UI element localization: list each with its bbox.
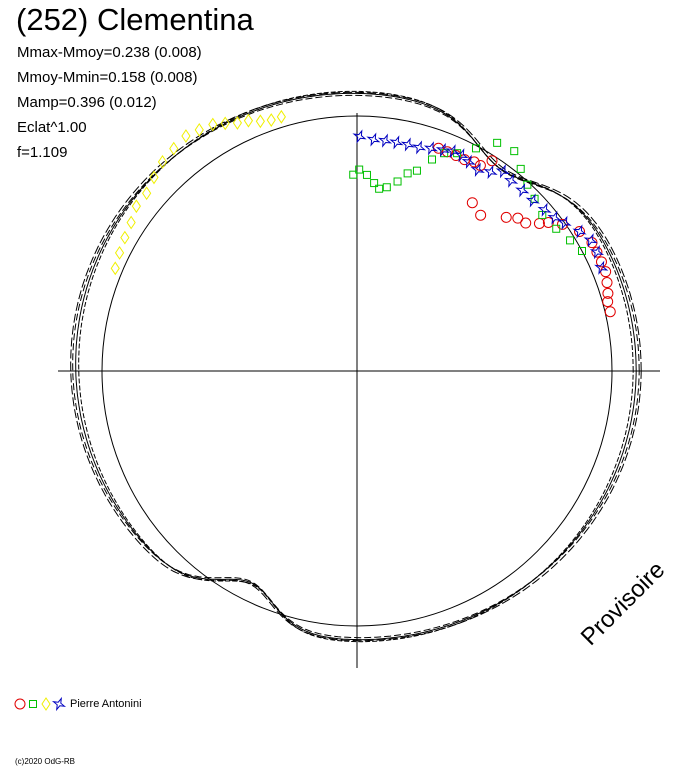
- data-point-diamond: [110, 261, 120, 276]
- legend-symbol-star: [51, 696, 67, 712]
- data-point-square: [510, 147, 519, 156]
- data-point-diamond: [126, 215, 136, 230]
- reference-circle: [101, 115, 613, 627]
- data-point-star: [400, 137, 415, 152]
- stat-mamp: Mamp=0.396 (0.012): [17, 94, 157, 111]
- data-point-square: [355, 165, 364, 174]
- data-point-square: [412, 166, 421, 175]
- data-point-square: [382, 183, 391, 192]
- data-point-square: [552, 224, 561, 233]
- legend-symbol-square: [29, 700, 37, 708]
- legend-symbols: [14, 696, 67, 712]
- data-point-diamond: [232, 116, 243, 130]
- stat-mmoy-mmin: Mmoy-Mmin=0.158 (0.008): [17, 69, 198, 86]
- legend-symbol-circle: [14, 698, 26, 710]
- fit-curve-4: [70, 91, 642, 642]
- data-point-diamond: [120, 230, 130, 245]
- data-point-circle: [533, 217, 545, 229]
- data-point-star: [352, 129, 367, 144]
- data-point-circle: [601, 277, 613, 289]
- data-point-diamond: [255, 114, 265, 129]
- data-point-star: [589, 245, 605, 260]
- data-point-star: [483, 164, 498, 180]
- data-point-circle: [556, 218, 568, 230]
- stat-eclat: Eclat^1.00: [17, 119, 87, 136]
- data-point-square: [493, 138, 502, 147]
- data-point-square: [471, 144, 480, 153]
- stat-mmax-mmoy: Mmax-Mmoy=0.238 (0.008): [17, 44, 202, 61]
- data-point-star: [525, 193, 540, 208]
- data-point-square: [393, 177, 402, 186]
- data-point-circle: [520, 217, 532, 229]
- data-point-star: [423, 141, 439, 156]
- data-point-square: [577, 246, 586, 255]
- data-point-circle: [600, 266, 612, 278]
- data-point-circle: [602, 296, 614, 308]
- fit-curve-3: [78, 90, 634, 643]
- data-point-star: [537, 202, 552, 217]
- data-point-square: [349, 170, 358, 179]
- data-point-circle: [595, 256, 607, 268]
- data-point-diamond: [220, 116, 230, 131]
- data-point-circle: [475, 209, 487, 221]
- data-point-circle: [500, 211, 512, 223]
- data-point-square: [516, 164, 525, 173]
- data-point-diamond: [243, 113, 254, 128]
- fit-curve-2: [72, 94, 640, 639]
- data-point-circle: [591, 246, 603, 258]
- data-point-star: [461, 154, 476, 169]
- data-point-circle: [512, 212, 524, 224]
- data-point-square: [523, 180, 532, 189]
- data-point-square: [566, 236, 575, 245]
- data-point-square: [375, 184, 384, 193]
- data-point-circle: [474, 160, 486, 172]
- data-point-square: [362, 170, 371, 179]
- data-point-diamond: [142, 186, 152, 201]
- data-point-square: [370, 179, 379, 188]
- data-point-circle: [574, 225, 586, 237]
- data-point-diamond: [181, 129, 191, 143]
- data-point-star: [377, 133, 393, 148]
- data-points: [110, 109, 616, 318]
- data-point-square: [428, 155, 437, 164]
- data-point-diamond: [169, 141, 179, 156]
- mean-circle: [101, 115, 613, 627]
- data-point-star: [557, 215, 572, 230]
- data-point-star: [583, 233, 598, 248]
- data-point-diamond: [131, 199, 141, 214]
- data-point-diamond: [149, 170, 159, 185]
- data-point-diamond: [114, 245, 125, 260]
- data-point-star: [435, 142, 451, 158]
- data-point-star: [503, 173, 519, 188]
- data-point-diamond: [194, 122, 204, 137]
- data-point-diamond: [276, 109, 286, 124]
- data-point-star: [411, 140, 427, 155]
- data-point-star: [495, 164, 510, 179]
- data-point-square: [403, 169, 412, 178]
- data-point-star: [572, 224, 587, 239]
- legend-symbol-diamond: [41, 697, 51, 711]
- fit-curves: [70, 90, 642, 643]
- data-point-circle: [602, 287, 614, 299]
- chart-title: (252) Clementina: [16, 2, 254, 37]
- axes: [58, 113, 660, 668]
- data-point-star: [594, 260, 609, 275]
- data-point-star: [389, 135, 404, 150]
- stat-f: f=1.109: [17, 144, 68, 161]
- data-point-star: [547, 210, 562, 225]
- data-point-star: [515, 183, 530, 198]
- data-point-diamond: [266, 113, 276, 127]
- legend-observer-label: Pierre Antonini: [70, 698, 142, 710]
- data-point-circle: [604, 306, 616, 318]
- fit-curve-1: [75, 92, 637, 641]
- data-point-circle: [486, 155, 498, 167]
- data-point-star: [445, 144, 460, 159]
- data-point-star: [470, 162, 485, 177]
- data-point-circle: [466, 197, 478, 209]
- data-point-diamond: [157, 154, 168, 169]
- data-point-star: [366, 132, 381, 147]
- copyright-notice: (c)2020 OdG-RB: [15, 757, 76, 766]
- data-point-diamond: [208, 117, 218, 132]
